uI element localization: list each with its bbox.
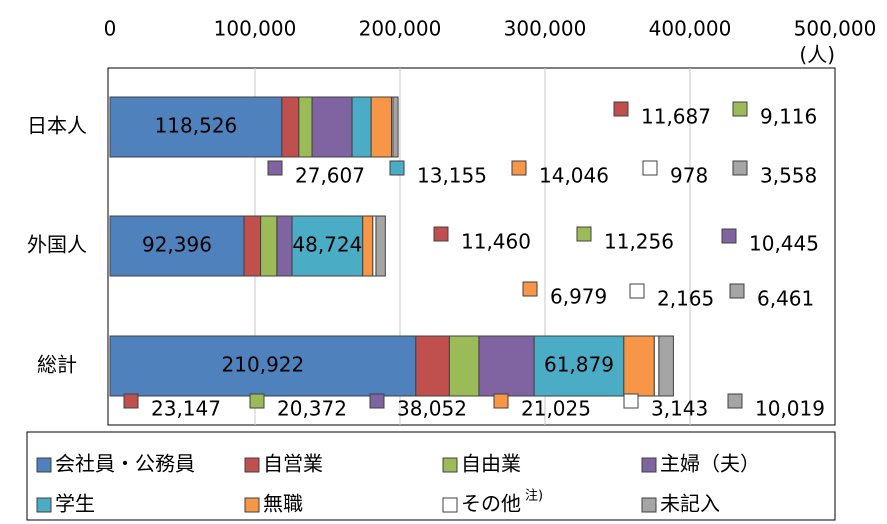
data-label: 27,607 (295, 164, 365, 188)
data-label: 2,165 (657, 287, 714, 311)
bar-segment (311, 96, 353, 158)
label-swatch (623, 393, 639, 409)
bar-segment (375, 215, 386, 277)
data-label: 3,143 (651, 397, 708, 421)
data-label: 10,445 (749, 232, 819, 256)
data-label: 118,526 (155, 114, 238, 138)
x-tick-label: 400,000 (649, 17, 732, 41)
legend-label: 会社員・公務員 (55, 452, 195, 476)
unit-label: (人) (799, 43, 835, 67)
bar-segment (533, 335, 625, 397)
label-swatch (433, 226, 449, 242)
data-label: 14,046 (539, 164, 609, 188)
label-swatch (727, 393, 743, 409)
y-tick-label: 外国人 (27, 233, 87, 257)
legend-swatch (641, 457, 657, 473)
legend-label: 主婦（夫） (660, 452, 760, 476)
label-swatch (721, 228, 737, 244)
legend-label: 学生 (55, 492, 95, 516)
legend-label: その他 (461, 492, 521, 516)
bar-segment (298, 96, 313, 158)
y-tick-label: 日本人 (27, 114, 87, 138)
legend-note: 注) (525, 489, 543, 504)
label-swatch (267, 160, 283, 176)
legend-label: 自由業 (461, 452, 521, 476)
data-label: 11,460 (461, 230, 531, 254)
label-swatch (249, 393, 265, 409)
data-label: 210,922 (222, 353, 305, 377)
label-swatch (642, 160, 658, 176)
legend-swatch (244, 457, 260, 473)
y-tick-label: 総計 (37, 353, 77, 377)
data-label: 978 (670, 164, 708, 188)
x-tick-label: 200,000 (359, 17, 442, 41)
bar-segment (478, 335, 535, 397)
data-label: 21,025 (521, 397, 591, 421)
bar-segment (276, 215, 293, 277)
bar-segment (653, 335, 660, 397)
data-label: 38,052 (397, 397, 467, 421)
data-label: 92,396 (142, 233, 212, 257)
x-tick-label: 500,000 (794, 17, 877, 41)
data-label: 20,372 (277, 397, 347, 421)
label-swatch (732, 101, 748, 117)
legend-frame (26, 431, 836, 521)
data-label: 6,461 (757, 287, 814, 311)
bar-segment (109, 215, 245, 277)
data-label: 48,724 (292, 233, 362, 257)
legend-label: 自営業 (263, 452, 323, 476)
bar-segment (260, 215, 278, 277)
data-label: 9,116 (760, 105, 817, 129)
data-label: 11,687 (641, 105, 711, 129)
bar-segment (370, 96, 392, 158)
label-swatch (493, 393, 509, 409)
legend-swatch (36, 457, 52, 473)
bar-segment (281, 96, 300, 158)
bar-segment (448, 335, 480, 397)
data-label: 3,558 (760, 164, 817, 188)
x-tick-label: 0 (104, 17, 117, 41)
legend-swatch (641, 497, 657, 513)
bar-segment (623, 335, 655, 397)
x-tick-label: 100,000 (214, 17, 297, 41)
bar-segment (291, 215, 364, 277)
legend-swatch (36, 497, 52, 513)
label-swatch (732, 160, 748, 176)
bar-segment (109, 335, 417, 397)
legend-label: 無職 (263, 492, 303, 516)
bar-segment (351, 96, 372, 158)
data-label: 11,256 (604, 230, 674, 254)
label-swatch (511, 160, 527, 176)
label-swatch (522, 281, 538, 297)
bar-segment (392, 96, 399, 158)
data-label: 6,979 (550, 285, 607, 309)
data-label: 13,155 (417, 164, 487, 188)
label-swatch (369, 393, 385, 409)
label-swatch (613, 101, 629, 117)
legend-swatch (442, 497, 458, 513)
label-swatch (629, 283, 645, 299)
data-label: 23,147 (151, 397, 221, 421)
legend-label: 未記入 (660, 492, 720, 516)
bar-segment (362, 215, 374, 277)
plot-frame (107, 67, 836, 426)
bar-segment (658, 335, 674, 397)
label-swatch (576, 226, 592, 242)
data-label: 61,879 (544, 353, 614, 377)
label-swatch (389, 160, 405, 176)
legend-swatch (244, 497, 260, 513)
legend-swatch (442, 457, 458, 473)
data-label: 10,019 (755, 397, 825, 421)
label-swatch (729, 283, 745, 299)
bar-segment (243, 215, 262, 277)
label-swatch (123, 393, 139, 409)
x-tick-label: 300,000 (504, 17, 587, 41)
bar-segment (415, 335, 450, 397)
